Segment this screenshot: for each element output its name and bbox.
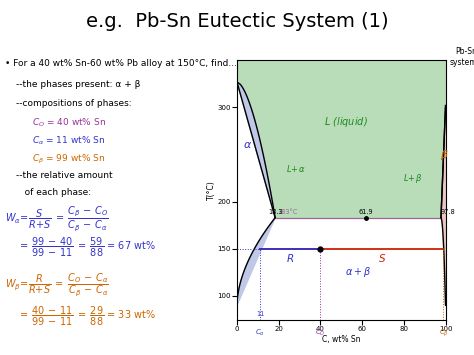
Text: --the phases present: α + β: --the phases present: α + β: [16, 80, 140, 89]
Text: S: S: [379, 255, 385, 264]
Text: $\beta$: $\beta$: [440, 148, 449, 162]
Text: --the relative amount: --the relative amount: [16, 171, 113, 180]
Text: $L\!+\!\alpha$: $L\!+\!\alpha$: [285, 163, 305, 174]
Text: $C_\beta$ = 99 wt% Sn: $C_\beta$ = 99 wt% Sn: [32, 153, 105, 166]
Text: $C_\alpha$: $C_\alpha$: [255, 328, 265, 338]
Text: $L$ (liquid): $L$ (liquid): [324, 115, 367, 129]
Text: $L\!+\!\beta$: $L\!+\!\beta$: [402, 172, 422, 185]
Text: $=\,\dfrac{40\,-\,11}{99\,-\,11}$$\;=\;\dfrac{29}{88}$ = 33 wt%: $=\,\dfrac{40\,-\,11}{99\,-\,11}$$\;=\;\…: [18, 305, 156, 328]
Text: • For a 40 wt% Sn-60 wt% Pb alloy at 150°C, find...: • For a 40 wt% Sn-60 wt% Pb alloy at 150…: [5, 59, 237, 68]
Text: 183°C: 183°C: [277, 209, 298, 215]
Text: $C_O$: $C_O$: [315, 328, 326, 338]
Text: 18.3: 18.3: [268, 209, 283, 215]
Text: 61.9: 61.9: [359, 209, 374, 215]
Text: Pb-Sn
system: Pb-Sn system: [449, 47, 474, 67]
Text: 11: 11: [256, 311, 264, 317]
Text: e.g.  Pb-Sn Eutectic System (1): e.g. Pb-Sn Eutectic System (1): [86, 12, 388, 31]
Text: 97.8: 97.8: [441, 209, 456, 215]
Polygon shape: [441, 105, 446, 218]
Text: R: R: [287, 255, 294, 264]
Text: $\alpha$: $\alpha$: [243, 140, 252, 150]
Polygon shape: [441, 105, 446, 305]
Text: $C_\alpha$ = 11 wt% Sn: $C_\alpha$ = 11 wt% Sn: [32, 135, 105, 147]
Text: --compositions of phases:: --compositions of phases:: [16, 98, 132, 108]
Y-axis label: T(°C): T(°C): [207, 180, 216, 200]
Text: $C_\beta$: $C_\beta$: [438, 328, 448, 339]
Polygon shape: [237, 82, 275, 218]
Polygon shape: [237, 82, 275, 305]
Text: of each phase:: of each phase:: [16, 187, 91, 197]
X-axis label: C, wt% Sn: C, wt% Sn: [322, 334, 361, 344]
Text: $W_\beta\!=\!\dfrac{R}{R{+}S}$$\;=\;\dfrac{C_O\,-\,C_\alpha}{C_\beta\,-\,C_\alph: $W_\beta\!=\!\dfrac{R}{R{+}S}$$\;=\;\dfr…: [5, 272, 109, 299]
Polygon shape: [237, 60, 446, 218]
Text: $=\,\dfrac{99\,-\,40}{99\,-\,11}$$\;=\;\dfrac{59}{88}$ = 67 wt%: $=\,\dfrac{99\,-\,40}{99\,-\,11}$$\;=\;\…: [18, 236, 156, 259]
Text: $W_\alpha\!=\!\dfrac{S}{R{+}S}$$\;=\;\dfrac{C_\beta\,-\,C_O}{C_\beta\,-\,C_\alph: $W_\alpha\!=\!\dfrac{S}{R{+}S}$$\;=\;\df…: [5, 204, 109, 233]
Text: $C_O$ = 40 wt% Sn: $C_O$ = 40 wt% Sn: [32, 116, 106, 129]
Text: $\alpha + \beta$: $\alpha + \beta$: [345, 266, 371, 279]
